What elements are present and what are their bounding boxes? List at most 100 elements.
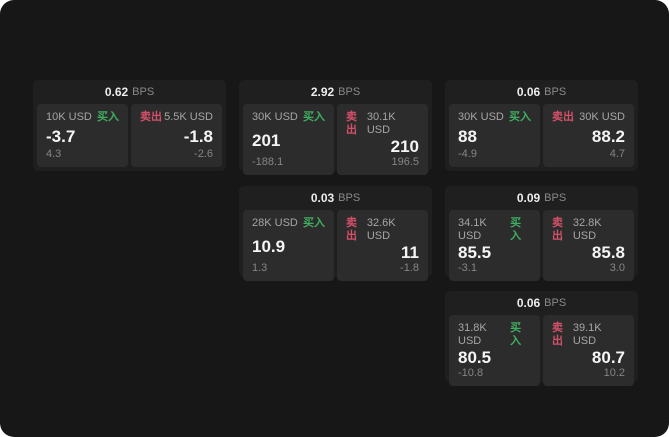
buy-panel-top: 30K USD 买入: [252, 111, 325, 124]
sell-price-value: 80.7: [591, 348, 625, 367]
buy-price-value: 80.5: [458, 348, 492, 367]
sell-sub-value: 196.5: [391, 156, 419, 168]
sell-sub-value: -1.8: [400, 262, 419, 274]
buy-panel-top: 30K USD 买入: [458, 111, 531, 124]
sell-panel-top: 卖出 32.8K USD: [552, 217, 625, 243]
quote-card: 0.62 BPS 10K USD 买入 -3.7 4.3 卖出 5.5K USD…: [33, 80, 226, 171]
bps-unit-label: BPS: [544, 86, 567, 98]
buy-panel-top: 10K USD 买入: [46, 111, 119, 124]
sell-panel[interactable]: 卖出 32.6K USD 11 -1.8: [337, 210, 428, 281]
sell-size-label: 5.5K USD: [164, 111, 213, 123]
quote-body: 34.1K USD 买入 85.5 -3.1 卖出 32.8K USD 85.8…: [445, 210, 638, 285]
buy-size-label: 31.8K USD: [458, 322, 487, 347]
spread-bps-value: 0.06: [516, 296, 541, 310]
quote-card: 0.03 BPS 28K USD 买入 10.9 1.3 卖出 32.6K US…: [239, 186, 432, 281]
sell-sub-value: -2.6: [194, 148, 213, 160]
buy-panel-top: 28K USD 买入: [252, 217, 325, 230]
spread-header: 0.06 BPS: [445, 80, 638, 104]
buy-sub-value: -3.1: [458, 262, 477, 274]
sell-panel-top: 卖出 5.5K USD: [140, 111, 213, 124]
buy-panel[interactable]: 30K USD 买入 88 -4.9: [449, 104, 540, 167]
buy-side-label: 买入: [510, 217, 522, 242]
spread-bps-value: 0.06: [516, 85, 541, 99]
sell-size-label: 32.6K USD: [366, 217, 396, 242]
bps-unit-label: BPS: [544, 297, 567, 309]
buy-panel[interactable]: 28K USD 买入 10.9 1.3: [243, 210, 334, 281]
quote-body: 10K USD 买入 -3.7 4.3 卖出 5.5K USD -1.8 -2.…: [33, 104, 226, 171]
buy-panel[interactable]: 31.8K USD 买入 80.5 -10.8: [449, 315, 540, 386]
spread-bps-value: 2.92: [310, 85, 335, 99]
sell-size-label: 32.8K USD: [572, 217, 602, 242]
spread-header: 0.09 BPS: [445, 186, 638, 210]
sell-side-label: 卖出: [346, 217, 357, 242]
quote-card: 2.92 BPS 30K USD 买入 201 -188.1 卖出 30.1K …: [239, 80, 432, 175]
spread-bps-value: 0.03: [310, 191, 335, 205]
buy-size-label: 34.1K USD: [458, 217, 487, 242]
buy-size-label: 28K USD: [252, 217, 298, 229]
buy-panel-top: 31.8K USD 买入: [458, 322, 531, 348]
sell-size-label: 30.1K USD: [366, 111, 396, 136]
buy-price-value: 85.5: [458, 243, 492, 262]
bps-unit-label: BPS: [544, 192, 567, 204]
buy-sub-value: 1.3: [252, 262, 268, 274]
spread-bps-value: 0.09: [516, 191, 541, 205]
spread-header: 0.62 BPS: [33, 80, 226, 104]
buy-sub-value: -10.8: [458, 367, 484, 379]
bps-unit-label: BPS: [338, 86, 361, 98]
quote-card: 0.06 BPS 31.8K USD 买入 80.5 -10.8 卖出 39.1…: [445, 291, 638, 386]
buy-side-label: 买入: [509, 111, 531, 123]
sell-price-value: 85.8: [591, 243, 625, 262]
sell-side-label: 卖出: [552, 217, 563, 242]
buy-price-value: 10.9: [252, 236, 286, 256]
buy-side-label: 买入: [510, 322, 522, 347]
sell-sub-value: 3.0: [609, 262, 625, 274]
sell-panel-top: 卖出 30K USD: [552, 111, 625, 124]
sell-price-value: 210: [390, 137, 419, 156]
spread-header: 2.92 BPS: [239, 80, 432, 104]
sell-side-label: 卖出: [552, 322, 563, 347]
sell-panel-top: 卖出 30.1K USD: [346, 111, 419, 137]
sell-panel[interactable]: 卖出 5.5K USD -1.8 -2.6: [131, 104, 222, 167]
sell-sub-value: 4.7: [609, 148, 625, 160]
buy-side-label: 买入: [97, 111, 119, 123]
buy-panel-top: 34.1K USD 买入: [458, 217, 531, 243]
buy-price-value: -3.7: [46, 126, 76, 146]
sell-side-label: 卖出: [552, 111, 574, 123]
sell-size-label: 30K USD: [579, 111, 625, 123]
sell-panel-top: 卖出 32.6K USD: [346, 217, 419, 243]
buy-panel[interactable]: 34.1K USD 买入 85.5 -3.1: [449, 210, 540, 281]
buy-size-label: 10K USD: [46, 111, 92, 123]
buy-panel[interactable]: 30K USD 买入 201 -188.1: [243, 104, 334, 175]
spread-header: 0.06 BPS: [445, 291, 638, 315]
buy-sub-value: -188.1: [252, 156, 284, 168]
sell-panel[interactable]: 卖出 39.1K USD 80.7 10.2: [543, 315, 634, 386]
quote-body: 31.8K USD 买入 80.5 -10.8 卖出 39.1K USD 80.…: [445, 315, 638, 390]
quote-body: 30K USD 买入 88 -4.9 卖出 30K USD 88.2 4.7: [445, 104, 638, 171]
sell-price-value: 88.2: [591, 126, 625, 146]
sell-panel[interactable]: 卖出 30K USD 88.2 4.7: [543, 104, 634, 167]
sell-sub-value: 10.2: [603, 367, 625, 379]
quote-body: 30K USD 买入 201 -188.1 卖出 30.1K USD 210 1…: [239, 104, 432, 179]
sell-panel-top: 卖出 39.1K USD: [552, 322, 625, 348]
sell-price-value: 11: [401, 243, 419, 262]
bps-unit-label: BPS: [132, 86, 155, 98]
spread-header: 0.03 BPS: [239, 186, 432, 210]
buy-size-label: 30K USD: [252, 111, 298, 123]
quote-card: 0.06 BPS 30K USD 买入 88 -4.9 卖出 30K USD 8…: [445, 80, 638, 171]
spread-bps-value: 0.62: [104, 85, 129, 99]
sell-panel[interactable]: 卖出 30.1K USD 210 196.5: [337, 104, 428, 175]
buy-size-label: 30K USD: [458, 111, 504, 123]
sell-panel[interactable]: 卖出 32.8K USD 85.8 3.0: [543, 210, 634, 281]
bps-unit-label: BPS: [338, 192, 361, 204]
buy-panel[interactable]: 10K USD 买入 -3.7 4.3: [37, 104, 128, 167]
buy-side-label: 买入: [303, 217, 325, 229]
buy-sub-value: 4.3: [46, 148, 62, 160]
sell-side-label: 卖出: [140, 111, 162, 123]
sell-side-label: 卖出: [346, 111, 357, 136]
buy-price-value: 201: [252, 130, 281, 150]
sell-price-value: -1.8: [183, 126, 213, 146]
buy-sub-value: -4.9: [458, 148, 477, 160]
buy-price-value: 88: [458, 126, 477, 146]
